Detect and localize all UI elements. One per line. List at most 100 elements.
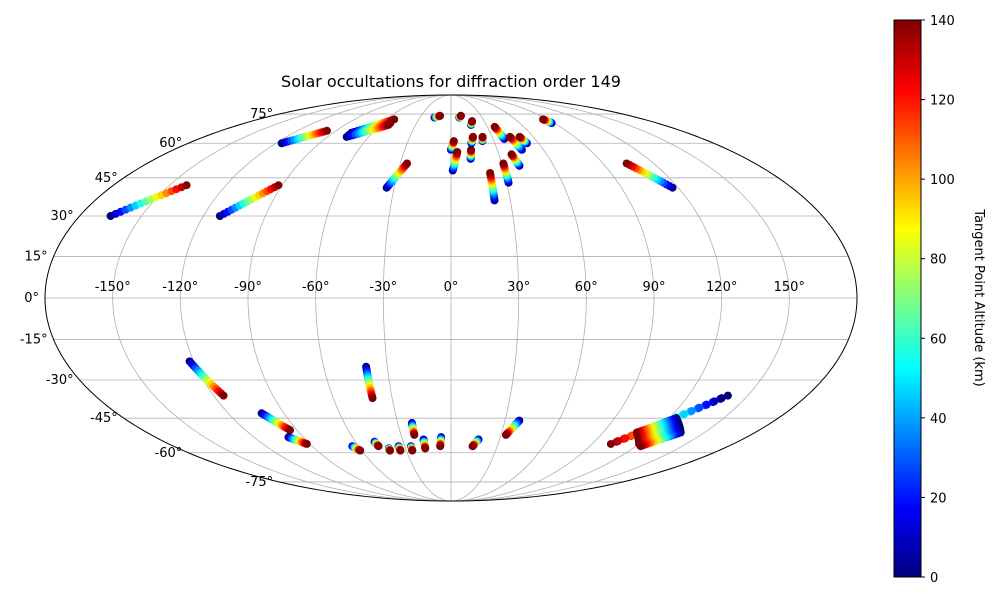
latitude-tick-label: 30° [51, 209, 74, 224]
track-point [453, 148, 462, 157]
track-point [490, 122, 499, 131]
occultation-track [430, 111, 445, 122]
occultation-track [185, 357, 228, 400]
track-point [695, 403, 704, 412]
colorbar-tick-label: 80 [930, 253, 947, 268]
occultation-track [501, 416, 524, 439]
latitude-tick-label: 60° [159, 136, 182, 151]
occultation-track [215, 181, 283, 220]
occultation-track [382, 159, 412, 192]
track-point [403, 159, 412, 168]
occultation-track [370, 437, 383, 451]
occultation-track [636, 428, 685, 451]
track-point [710, 397, 719, 406]
track-point [539, 115, 548, 124]
occultation-track [515, 132, 531, 148]
colorbar [893, 19, 922, 578]
track-point [219, 391, 228, 400]
chart-title: Solar occultations for diffraction order… [281, 72, 621, 91]
occultation-track [407, 419, 419, 439]
occultation-track [448, 148, 462, 175]
latitude-tick-label: -45° [90, 411, 118, 426]
longitude-tick-label: 0° [444, 280, 459, 295]
track-point [368, 394, 377, 403]
occultation-track [106, 181, 191, 220]
colorbar-tick-label: 120 [930, 94, 955, 109]
track-point [436, 111, 445, 120]
occultation-tracks [106, 111, 732, 455]
track-point [486, 168, 495, 177]
track-point [384, 120, 393, 129]
colorbar-tick-label: 60 [930, 332, 947, 347]
occultation-track [490, 122, 509, 143]
occultation-track [622, 159, 677, 192]
occultation-track [455, 111, 465, 122]
colorbar-label: Tangent Point Altitude (km) [971, 208, 986, 386]
occultation-track [447, 137, 458, 154]
latitude-tick-label: 0° [24, 291, 39, 306]
longitude-tick-label: -150° [95, 280, 131, 295]
colorbar-tick-label: 0 [930, 571, 938, 586]
occultation-track [478, 132, 487, 146]
map-grid [45, 94, 857, 502]
occultation-track [348, 442, 365, 455]
track-point [499, 159, 508, 168]
track-point [449, 137, 458, 146]
track-point [408, 446, 417, 455]
occultation-track [284, 433, 311, 448]
latitude-tick-label: -15° [20, 333, 48, 348]
track-point [702, 400, 711, 409]
track-point [410, 430, 419, 439]
track-point [468, 132, 477, 141]
longitude-tick-label: -120° [162, 280, 198, 295]
track-point [274, 181, 283, 190]
occultation-track [467, 132, 477, 148]
longitude-tick-label: 30° [507, 280, 530, 295]
occultation-track [468, 435, 483, 451]
latitude-tick-label: 15° [25, 249, 48, 264]
occultation-track [486, 168, 499, 205]
track-point [506, 132, 515, 141]
track-point [680, 410, 689, 419]
longitude-tick-label: -30° [369, 280, 397, 295]
track-point [421, 444, 430, 453]
track-point [322, 126, 331, 135]
colorbar-tick-label: 40 [930, 412, 947, 427]
longitude-tick-label: 150° [774, 280, 805, 295]
map-outline [44, 94, 858, 502]
colorbar-ticks: 0 20 40 60 80 100 120 140 [921, 14, 955, 586]
track-point [687, 406, 696, 415]
track-point [386, 446, 395, 455]
track-point [436, 442, 445, 451]
track-point [613, 437, 622, 446]
track-point [501, 430, 510, 439]
latitude-tick-label: -75° [245, 475, 273, 490]
occultation-track [342, 120, 393, 141]
occultation-track [506, 132, 526, 154]
longitude-tick-label: 120° [706, 280, 737, 295]
colorbar-tick-label: 140 [930, 14, 955, 29]
track-point [468, 117, 477, 126]
colorbar-tick-label: 20 [930, 491, 947, 506]
occultation-track [467, 117, 477, 129]
track-point [286, 426, 295, 435]
occultation-track [499, 159, 513, 187]
occultation-track [539, 115, 556, 128]
occultation-track [436, 433, 446, 451]
occultation-track [257, 409, 295, 435]
latitude-tick-labels: -75° -60° -45° -30° -15° 0° 15° 30° 45° 60° 75° [20, 107, 273, 490]
track-point [374, 442, 383, 451]
track-point [622, 159, 631, 168]
occultation-track [384, 444, 395, 455]
latitude-tick-label: -60° [155, 446, 183, 461]
longitude-tick-label: 60° [575, 280, 598, 295]
longitude-tick-label: -60° [302, 280, 330, 295]
track-point [478, 132, 487, 141]
longitude-tick-label: -90° [234, 280, 262, 295]
occultation-track [507, 150, 524, 170]
track-point [515, 132, 524, 141]
occultation-track [466, 145, 476, 163]
occultation-track [394, 442, 405, 455]
latitude-tick-label: 75° [250, 107, 273, 122]
track-point [396, 446, 405, 455]
